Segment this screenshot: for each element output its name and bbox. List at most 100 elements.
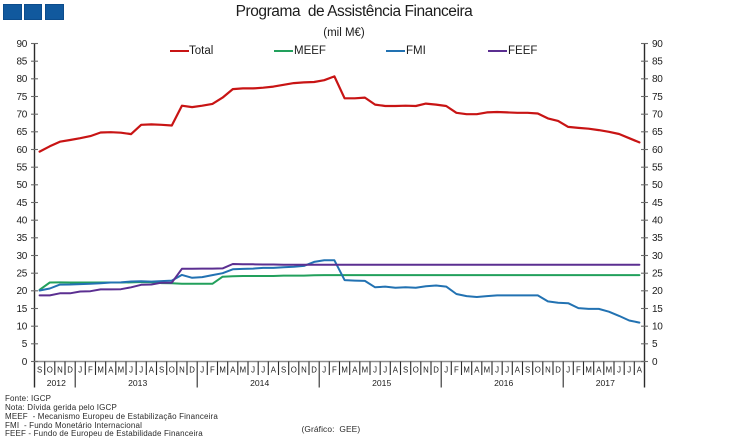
svg-text:A: A: [230, 366, 236, 375]
svg-text:M: M: [240, 366, 247, 375]
svg-text:S: S: [159, 366, 164, 375]
svg-text:40: 40: [652, 216, 663, 227]
svg-text:45: 45: [652, 198, 663, 209]
svg-text:90: 90: [652, 39, 663, 50]
svg-text:F: F: [332, 366, 337, 375]
svg-text:S: S: [403, 366, 408, 375]
svg-text:2015: 2015: [372, 378, 391, 388]
svg-text:30: 30: [652, 251, 663, 262]
svg-text:S: S: [281, 366, 286, 375]
svg-text:2012: 2012: [47, 378, 66, 388]
svg-text:N: N: [301, 366, 307, 375]
svg-text:M: M: [362, 366, 369, 375]
svg-text:90: 90: [16, 39, 27, 50]
svg-text:25: 25: [652, 269, 663, 280]
svg-text:75: 75: [652, 92, 663, 103]
svg-text:J: J: [129, 366, 133, 375]
svg-text:J: J: [200, 366, 204, 375]
svg-text:10: 10: [16, 322, 27, 333]
svg-text:A: A: [637, 366, 643, 375]
svg-text:F: F: [454, 366, 459, 375]
svg-text:M: M: [463, 366, 470, 375]
svg-text:85: 85: [16, 57, 27, 68]
svg-text:50: 50: [16, 180, 27, 191]
svg-text:A: A: [352, 366, 358, 375]
svg-text:75: 75: [16, 92, 27, 103]
svg-text:5: 5: [652, 339, 658, 350]
svg-text:O: O: [413, 366, 419, 375]
svg-text:40: 40: [16, 216, 27, 227]
svg-text:35: 35: [16, 233, 27, 244]
svg-text:F: F: [576, 366, 581, 375]
svg-text:D: D: [433, 366, 439, 375]
svg-text:15: 15: [652, 304, 663, 315]
svg-text:M: M: [341, 366, 348, 375]
svg-text:A: A: [596, 366, 602, 375]
svg-text:N: N: [179, 366, 185, 375]
svg-text:20: 20: [652, 286, 663, 297]
svg-text:50: 50: [652, 180, 663, 191]
svg-text:J: J: [251, 366, 255, 375]
svg-text:65: 65: [652, 127, 663, 138]
svg-text:A: A: [515, 366, 521, 375]
svg-text:D: D: [189, 366, 195, 375]
svg-text:J: J: [261, 366, 265, 375]
svg-text:D: D: [311, 366, 317, 375]
svg-text:S: S: [525, 366, 530, 375]
svg-text:J: J: [78, 366, 82, 375]
svg-text:2013: 2013: [128, 378, 147, 388]
svg-text:J: J: [617, 366, 621, 375]
svg-text:55: 55: [16, 163, 27, 174]
svg-text:D: D: [555, 366, 561, 375]
svg-text:J: J: [566, 366, 570, 375]
svg-text:N: N: [545, 366, 551, 375]
svg-text:J: J: [495, 366, 499, 375]
svg-text:M: M: [219, 366, 226, 375]
svg-text:2017: 2017: [596, 378, 615, 388]
svg-text:J: J: [627, 366, 631, 375]
svg-text:55: 55: [652, 163, 663, 174]
svg-text:F: F: [88, 366, 93, 375]
svg-text:J: J: [383, 366, 387, 375]
svg-text:2016: 2016: [494, 378, 513, 388]
svg-text:30: 30: [16, 251, 27, 262]
svg-text:M: M: [606, 366, 613, 375]
svg-text:60: 60: [16, 145, 27, 156]
svg-text:85: 85: [652, 57, 663, 68]
svg-text:M: M: [585, 366, 592, 375]
svg-text:A: A: [108, 366, 114, 375]
svg-text:70: 70: [652, 110, 663, 121]
svg-text:O: O: [291, 366, 297, 375]
svg-text:60: 60: [652, 145, 663, 156]
svg-text:25: 25: [16, 269, 27, 280]
svg-text:J: J: [505, 366, 509, 375]
svg-text:65: 65: [16, 127, 27, 138]
svg-text:O: O: [535, 366, 541, 375]
svg-text:D: D: [67, 366, 73, 375]
svg-text:35: 35: [652, 233, 663, 244]
svg-text:A: A: [271, 366, 277, 375]
svg-text:70: 70: [16, 110, 27, 121]
svg-text:10: 10: [652, 322, 663, 333]
svg-text:O: O: [169, 366, 175, 375]
svg-text:0: 0: [652, 357, 658, 368]
svg-text:20: 20: [16, 286, 27, 297]
svg-text:N: N: [423, 366, 429, 375]
svg-text:N: N: [57, 366, 63, 375]
svg-text:2014: 2014: [250, 378, 269, 388]
svg-text:S: S: [37, 366, 42, 375]
svg-text:0: 0: [22, 357, 28, 368]
svg-text:M: M: [118, 366, 125, 375]
svg-text:15: 15: [16, 304, 27, 315]
svg-text:O: O: [47, 366, 53, 375]
svg-text:80: 80: [16, 74, 27, 85]
svg-text:J: J: [322, 366, 326, 375]
svg-text:J: J: [139, 366, 143, 375]
svg-text:J: J: [444, 366, 448, 375]
svg-text:M: M: [484, 366, 491, 375]
svg-text:F: F: [210, 366, 215, 375]
svg-text:M: M: [97, 366, 104, 375]
svg-text:A: A: [149, 366, 155, 375]
svg-text:45: 45: [16, 198, 27, 209]
svg-text:A: A: [393, 366, 399, 375]
